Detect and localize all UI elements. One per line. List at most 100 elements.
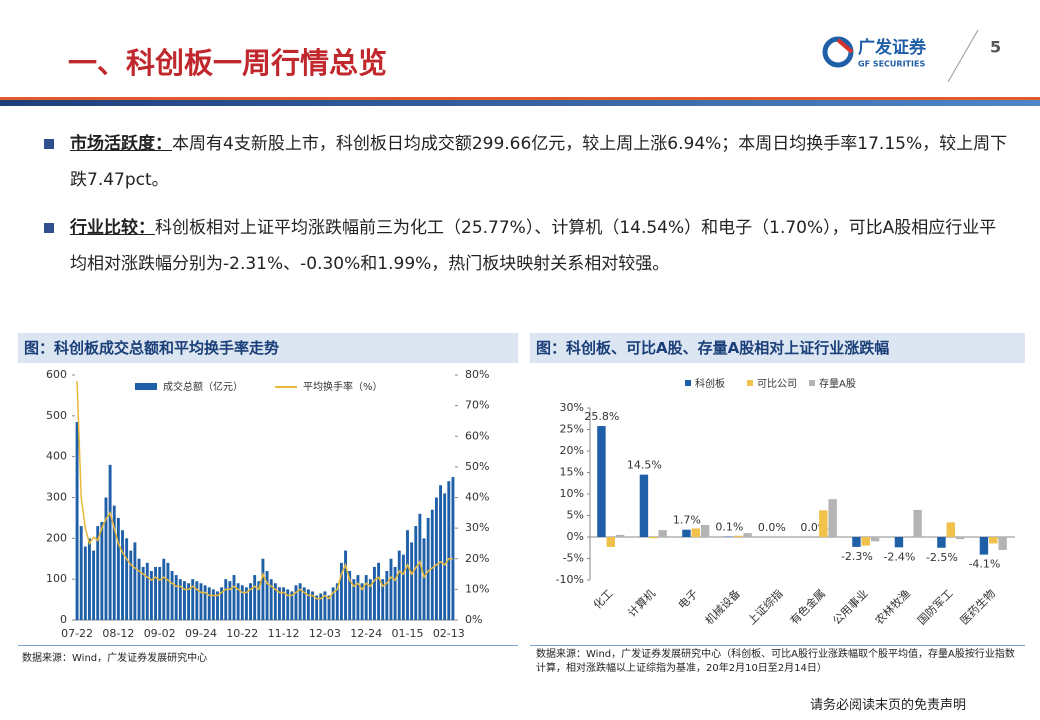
y-tick-label: 5% xyxy=(567,509,584,522)
y-tick-label: 0 xyxy=(60,613,67,626)
y2-tick-label: 20% xyxy=(465,552,489,565)
bar xyxy=(327,595,331,620)
x-tick-label: 01-15 xyxy=(392,627,424,640)
bar xyxy=(989,537,998,544)
bar xyxy=(819,510,828,537)
x-tick-label: 上证综指 xyxy=(744,586,785,627)
data-label: -4.1% xyxy=(968,558,1000,571)
bar xyxy=(203,585,207,620)
y-tick-label: 100 xyxy=(46,572,67,585)
legend-swatch xyxy=(135,383,157,390)
bar xyxy=(356,575,360,620)
bar xyxy=(216,591,219,620)
x-tick-label: 农林牧渔 xyxy=(872,586,913,627)
chart-title: 图：科创板、可比A股、存量A股相对上证行业涨跌幅 xyxy=(530,333,1025,363)
y-tick-label: 25% xyxy=(560,423,584,436)
bar xyxy=(381,579,385,620)
rule xyxy=(530,645,1025,646)
bullet: 行业比较：科创板相对上证平均涨跌幅前三为化工（25.77%）、计算机（14.54… xyxy=(44,210,1010,282)
bar xyxy=(389,558,393,620)
x-tick-label: 化工 xyxy=(590,586,615,611)
bar xyxy=(426,517,430,620)
data-label: 1.7% xyxy=(673,514,701,527)
bar xyxy=(249,583,252,620)
bar xyxy=(734,535,743,537)
bar xyxy=(261,558,265,620)
bar xyxy=(162,558,166,620)
bar xyxy=(852,537,861,547)
bar xyxy=(170,571,174,620)
bar xyxy=(224,579,228,620)
bar xyxy=(133,542,137,620)
bar xyxy=(418,513,422,620)
bar xyxy=(286,589,290,620)
bar xyxy=(401,554,405,620)
chart: 0 100 200 300 400 500 600 0% 10% 20% 30% 40% 50% 60% 7… xyxy=(46,368,489,640)
logo-cn: 广发证券 xyxy=(858,37,927,58)
legend-label: 可比公司 xyxy=(757,378,797,390)
bar xyxy=(158,566,162,620)
bar xyxy=(166,562,170,620)
bar xyxy=(273,583,277,620)
bar xyxy=(597,426,606,537)
bar xyxy=(141,566,145,620)
bar xyxy=(615,534,625,537)
bar xyxy=(302,587,306,620)
bar xyxy=(88,538,91,620)
bar xyxy=(129,550,133,620)
rule xyxy=(18,645,518,646)
bar xyxy=(207,587,211,620)
slide-title: 一、科创板一周行情总览 xyxy=(68,46,388,80)
y-tick-label: 20% xyxy=(560,444,584,457)
bar xyxy=(998,537,1007,550)
bar xyxy=(278,587,281,620)
bar xyxy=(682,529,691,537)
x-tick-label: 国防军工 xyxy=(914,586,955,627)
bar xyxy=(828,499,837,537)
y-tick-label: 15% xyxy=(560,466,584,479)
y-tick-label: 500 xyxy=(46,409,67,422)
legend-swatch xyxy=(685,380,691,386)
y2-tick-label: 30% xyxy=(465,521,489,534)
bar xyxy=(335,583,339,620)
bar xyxy=(373,566,376,620)
data-label: 0.0% xyxy=(758,521,786,534)
bar xyxy=(174,575,178,620)
bar xyxy=(112,505,116,620)
x-tick-label: 11-12 xyxy=(268,627,300,640)
footer: 请务必阅读末页的免责声明 xyxy=(810,698,967,713)
logo-en: GF SECURITIES xyxy=(858,60,925,69)
y-tick-label: 30% xyxy=(560,401,584,414)
y-tick-label: -5% xyxy=(563,552,584,565)
x-tick-label: 07-22 xyxy=(61,627,93,640)
legend-label: 科创板 xyxy=(695,377,725,390)
bullet: 市场活跃度：本周有4支新股上市，科创板日均成交额299.66亿元，较上周上涨6.… xyxy=(44,126,1010,198)
bar xyxy=(96,526,100,620)
bar xyxy=(447,481,451,620)
x-tick-label: 公用事业 xyxy=(830,587,870,627)
bar xyxy=(861,537,870,546)
bar xyxy=(137,558,141,620)
bar xyxy=(108,464,112,620)
bar xyxy=(979,537,989,555)
bullet-lead: 市场活跃度： xyxy=(70,134,172,154)
bar xyxy=(211,589,215,620)
bar xyxy=(700,524,710,537)
legend-swatch xyxy=(809,380,815,386)
bar xyxy=(195,581,199,620)
bar xyxy=(319,593,323,620)
bar xyxy=(294,585,298,620)
bar xyxy=(178,579,182,620)
x-tick-label: 计算机 xyxy=(625,586,658,619)
source: 数据来源：Wind，广发证券发展研究中心（科创板、可比A股行业涨跌幅取个股平均值… xyxy=(536,649,1015,674)
chart: -10% -5% 0% 5% 10% 15% 20% 25% 30% 化工 计算机 电子 机械设备 上证综… xyxy=(556,377,1015,627)
legend-swatch xyxy=(747,380,753,386)
y2-tick-label: 10% xyxy=(465,582,489,595)
bar xyxy=(265,571,269,620)
bar xyxy=(430,509,434,620)
bar xyxy=(639,474,649,537)
y2-tick-label: 60% xyxy=(465,429,489,442)
bar xyxy=(282,587,286,620)
bar xyxy=(434,497,438,620)
source: 数据来源：Wind，广发证券发展研究中心 xyxy=(22,653,208,664)
